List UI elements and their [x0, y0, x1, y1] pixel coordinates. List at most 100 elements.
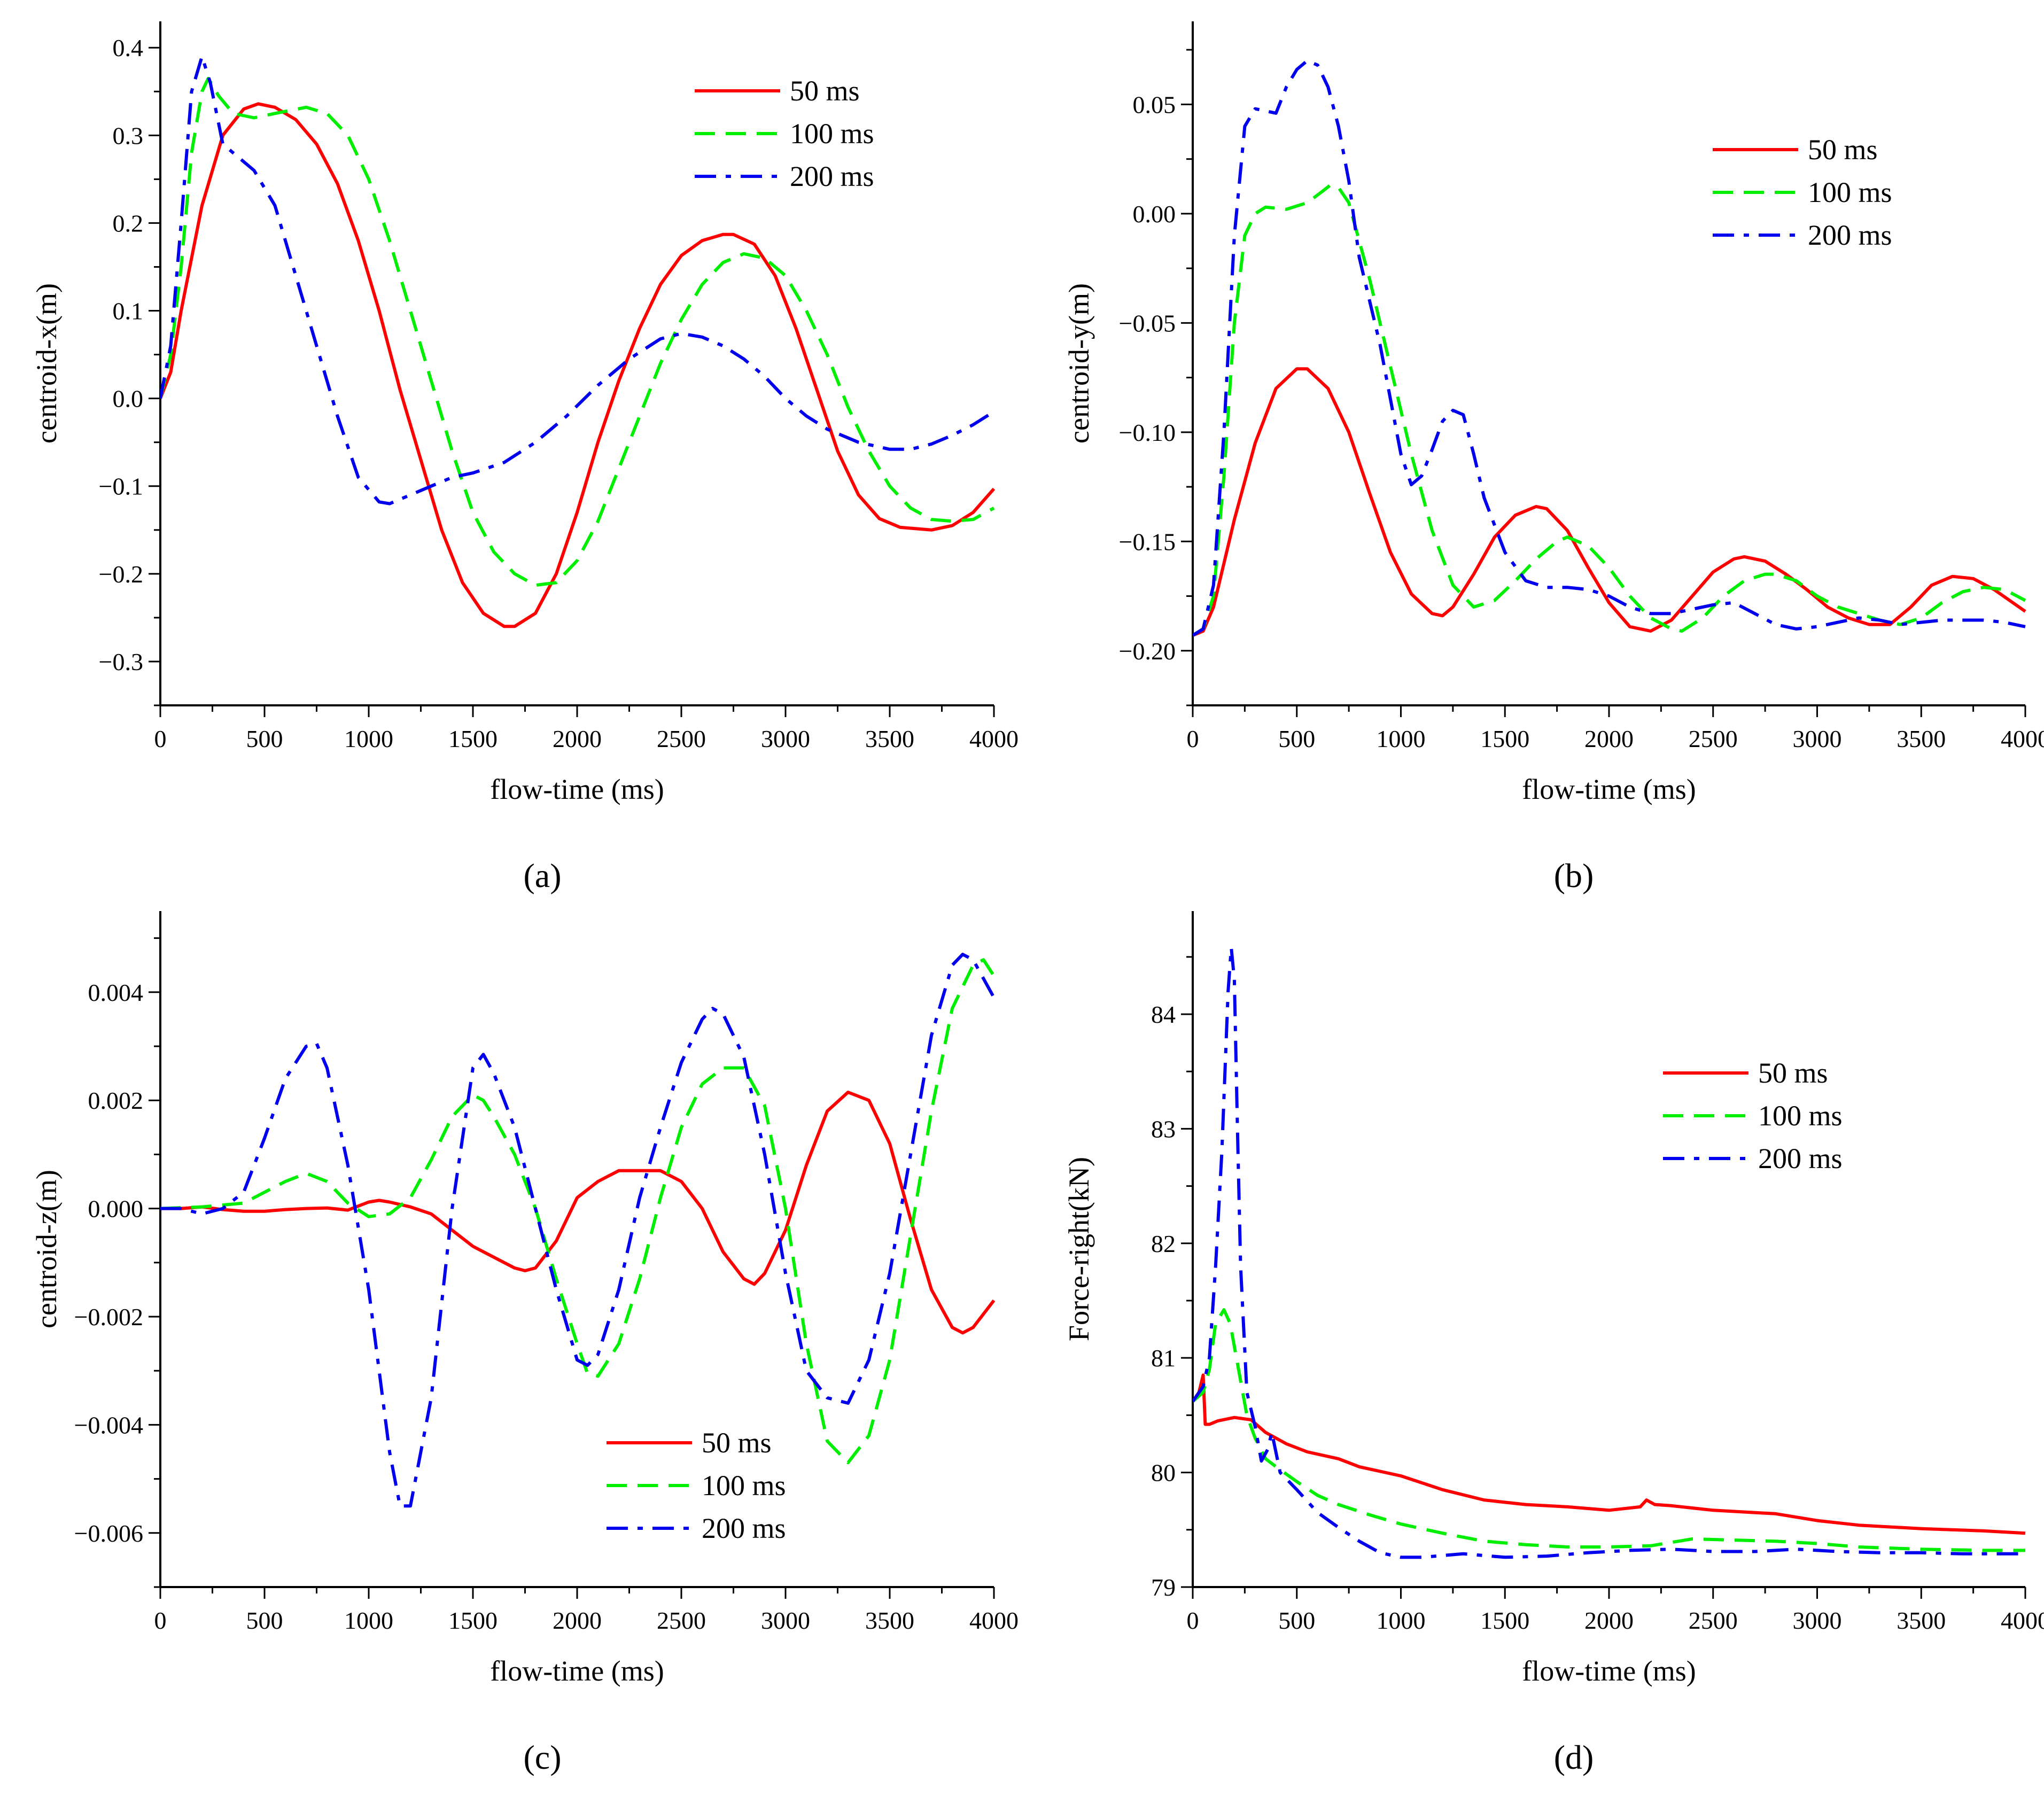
series-lines-d	[1193, 946, 2026, 1559]
y-tick-label: −0.004	[74, 1411, 143, 1438]
panel-label-d: (d)	[1554, 1738, 1594, 1776]
x-tick-label: 1500	[448, 1607, 498, 1634]
y-tick-label: −0.002	[74, 1303, 143, 1331]
series-line-200-ms	[1193, 59, 2026, 637]
x-tick-label: 3500	[1897, 725, 1946, 752]
x-tick-label: 4000	[2001, 725, 2044, 752]
x-tick-label: 1000	[1377, 1607, 1426, 1634]
legend-a: 50 ms 100 ms 200 ms	[695, 75, 874, 192]
x-tick-label: 3500	[865, 1607, 914, 1634]
y-tick-label: 82	[1151, 1230, 1176, 1257]
chart-panel-c: 0 500 1000 1500 2000 2500 3000 3500 4000 −0.006 −0…	[30, 911, 1019, 1776]
x-axis-title-c: flow-time (ms)	[490, 1655, 664, 1687]
legend-label: 200 ms	[1808, 219, 1892, 251]
y-tick-label: 84	[1151, 1001, 1176, 1028]
legend-label: 50 ms	[790, 75, 860, 107]
legend-label: 200 ms	[790, 160, 874, 192]
y-axis-title-d: Force-right(kN)	[1063, 1157, 1095, 1341]
series-lines-b	[1193, 59, 2026, 637]
x-tick-label: 4000	[2001, 1607, 2044, 1634]
y-tick-label: 81	[1151, 1344, 1176, 1372]
legend-label: 50 ms	[1808, 134, 1878, 166]
y-tick-label: −0.1	[99, 473, 143, 500]
legend-label: 50 ms	[1758, 1057, 1828, 1089]
legend-label: 100 ms	[702, 1469, 786, 1502]
x-axis-title-d: flow-time (ms)	[1522, 1655, 1696, 1687]
legend-label: 100 ms	[790, 118, 874, 150]
y-tick-label: −0.20	[1119, 637, 1176, 665]
series-line-200-ms	[160, 953, 996, 1508]
panel-label-c: (c)	[523, 1738, 561, 1776]
y-tick-label: 0.4	[113, 34, 144, 61]
series-line-50-ms	[160, 1091, 996, 1335]
y-tick-label: 0.0	[113, 385, 144, 413]
x-tick-label: 3000	[761, 725, 810, 752]
series-line-100-ms	[1193, 1308, 2025, 1552]
y-tick-label: 0.1	[113, 298, 144, 325]
x-tick-label: 2000	[1584, 725, 1634, 752]
chart-panel-a: 0 500 1000 1500 2000 2500 3000 3500 4000 −0.3 −0.2…	[30, 21, 1019, 895]
chart-panel-d: 0 500 1000 1500 2000 2500 3000 3500 4000 79 80 81 82…	[1063, 911, 2044, 1776]
axis-ticks-b: 0 500 1000 1500 2000 2500 3000 3500 4000 −0.20 −0.…	[1119, 49, 2044, 752]
y-tick-label: −0.006	[74, 1520, 143, 1547]
y-tick-label: 0.05	[1133, 91, 1176, 118]
x-tick-label: 3000	[761, 1607, 810, 1634]
series-line-200-ms	[160, 55, 995, 506]
series-lines-c	[160, 953, 996, 1508]
x-tick-label: 500	[246, 725, 283, 752]
x-tick-label: 3500	[865, 725, 914, 752]
panel-label-a: (a)	[523, 857, 561, 895]
x-tick-label: 1500	[1480, 725, 1529, 752]
y-tick-label: −0.3	[99, 648, 143, 675]
axis-ticks-c: 0 500 1000 1500 2000 2500 3000 3500 4000 −0.006 −0…	[74, 937, 1019, 1634]
x-tick-label: 1000	[1377, 725, 1426, 752]
series-line-200-ms	[1193, 946, 2025, 1559]
x-tick-label: 500	[246, 1607, 283, 1634]
legend-c: 50 ms 100 ms 200 ms	[607, 1427, 786, 1544]
x-tick-label: 3000	[1793, 1607, 1842, 1634]
x-tick-label: 2500	[1689, 1607, 1738, 1634]
y-tick-label: 0.004	[88, 979, 144, 1006]
x-tick-label: 2500	[657, 1607, 706, 1634]
legend-label: 50 ms	[702, 1427, 772, 1459]
y-tick-label: 0.3	[113, 122, 144, 149]
series-line-50-ms	[160, 102, 996, 628]
y-tick-label: 0.00	[1133, 200, 1176, 228]
x-tick-label: 3000	[1793, 725, 1842, 752]
y-tick-label: −0.15	[1119, 528, 1176, 555]
x-tick-label: 500	[1278, 725, 1315, 752]
x-tick-label: 1000	[344, 725, 393, 752]
x-tick-label: 2000	[1584, 1607, 1634, 1634]
series-line-100-ms	[160, 76, 995, 587]
y-tick-label: −0.10	[1119, 419, 1176, 446]
x-tick-label: 2500	[1689, 725, 1738, 752]
x-tick-label: 1500	[1480, 1607, 1529, 1634]
x-tick-label: 500	[1278, 1607, 1315, 1634]
y-tick-label: 83	[1151, 1115, 1176, 1142]
y-tick-label: −0.05	[1119, 309, 1176, 337]
axis-ticks-a: 0 500 1000 1500 2000 2500 3000 3500 4000 −0.3 −0.2…	[99, 34, 1019, 752]
axis-ticks-d: 0 500 1000 1500 2000 2500 3000 3500 4000 79 80 81 82…	[1151, 956, 2044, 1634]
x-tick-label: 0	[154, 725, 167, 752]
legend-label: 200 ms	[1758, 1142, 1843, 1175]
x-tick-label: 2000	[553, 725, 602, 752]
series-line-100-ms	[160, 958, 996, 1465]
x-tick-label: 0	[1187, 725, 1199, 752]
legend-label: 100 ms	[1758, 1100, 1843, 1132]
x-tick-label: 4000	[969, 1607, 1019, 1634]
x-axis-title-b: flow-time (ms)	[1522, 773, 1696, 805]
y-tick-label: 80	[1151, 1459, 1176, 1487]
legend-label: 100 ms	[1808, 176, 1892, 208]
x-tick-label: 0	[1187, 1607, 1199, 1634]
legend-d: 50 ms 100 ms 200 ms	[1663, 1057, 1843, 1175]
legend-b: 50 ms 100 ms 200 ms	[1713, 134, 1892, 251]
x-tick-label: 2500	[657, 725, 706, 752]
x-tick-label: 3500	[1897, 1607, 1946, 1634]
x-tick-label: 0	[154, 1607, 167, 1634]
series-line-50-ms	[1193, 367, 2026, 637]
y-tick-label: 0.002	[88, 1087, 144, 1114]
y-tick-label: −0.2	[99, 561, 143, 588]
y-axis-title-c: centroid-z(m)	[30, 1170, 63, 1328]
y-tick-label: 0.000	[88, 1195, 144, 1223]
